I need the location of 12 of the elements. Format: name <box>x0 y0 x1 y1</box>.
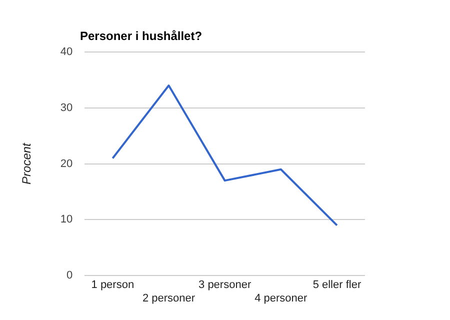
x-tick-label: 2 personer <box>142 292 196 304</box>
y-tick-label: 0 <box>66 270 73 282</box>
x-tick-label: 5 eller fler <box>312 279 362 292</box>
y-tick-label: 30 <box>60 102 73 114</box>
chart-title: Personer i hushållet? <box>80 29 202 43</box>
y-tick-label: 20 <box>60 158 73 170</box>
y-tick-label: 40 <box>60 46 73 58</box>
y-tick-label: 10 <box>60 214 73 226</box>
x-tick-label: 3 personer <box>198 279 252 292</box>
x-tick-label: 1 person <box>91 279 134 292</box>
x-tick-label: 4 personer <box>254 292 308 304</box>
y-axis-title: Procent <box>20 142 34 184</box>
